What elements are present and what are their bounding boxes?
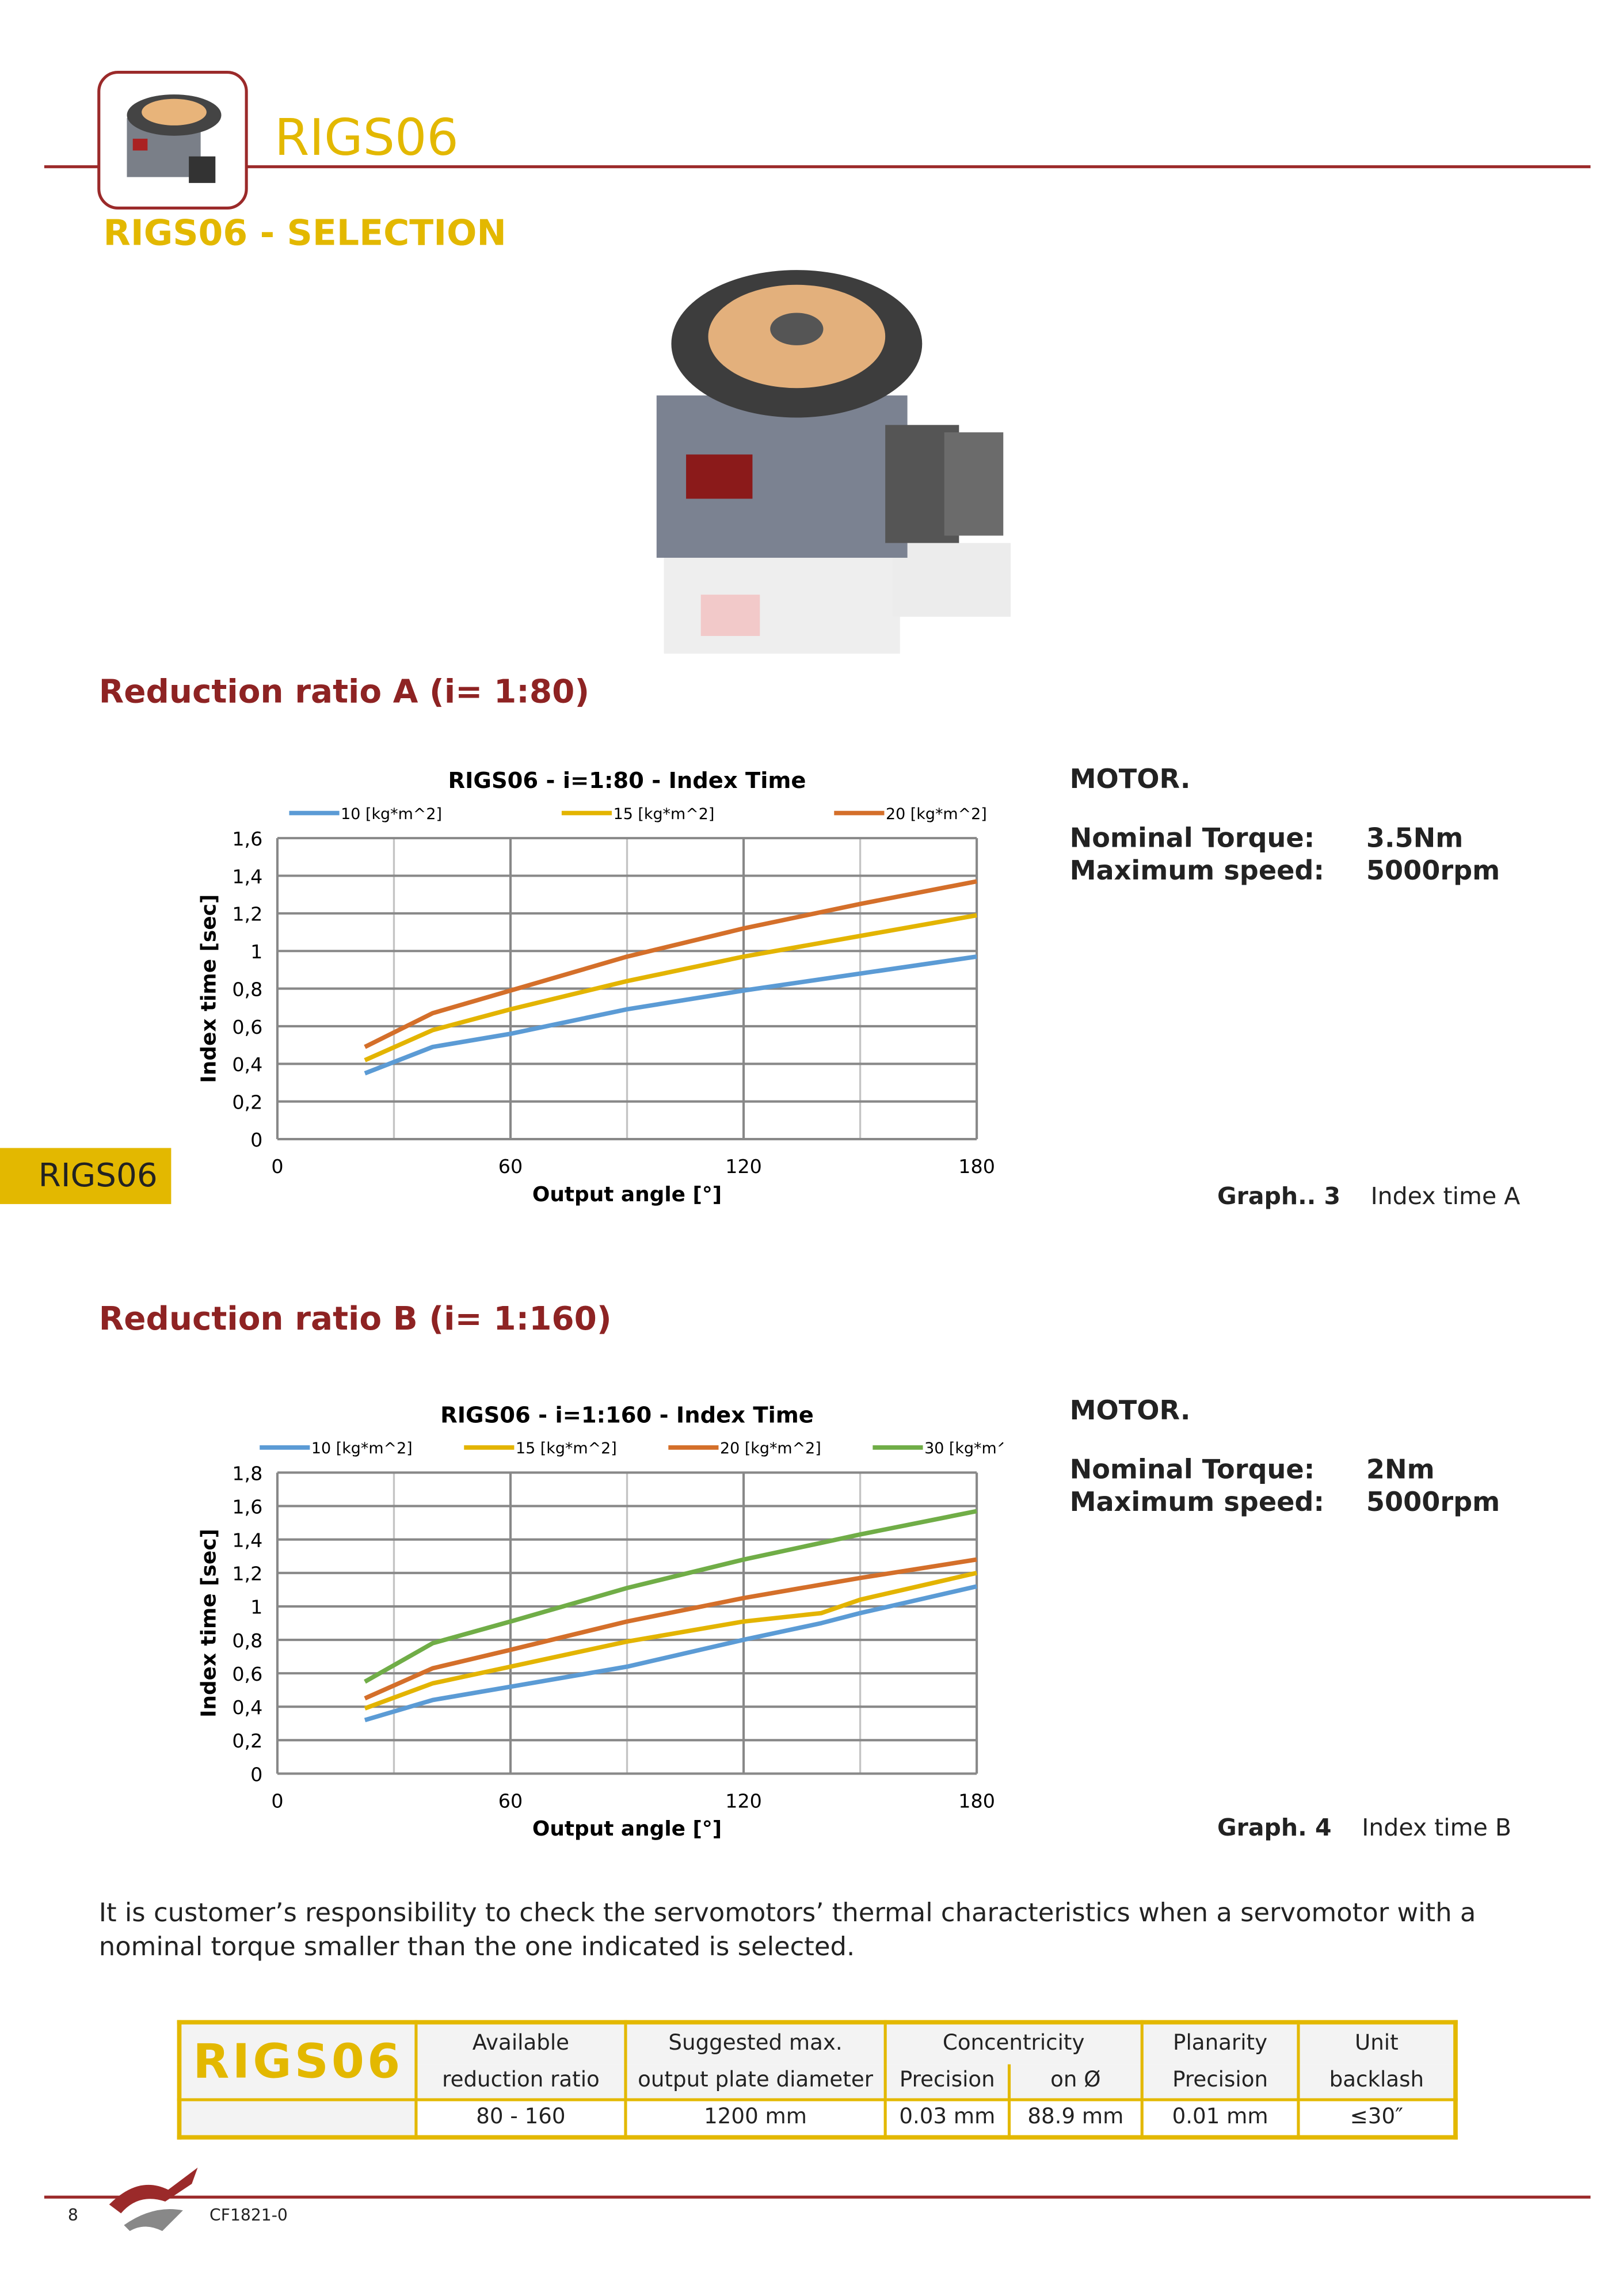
header-rule: [44, 165, 1591, 169]
y-tick-label: 1,4: [232, 1529, 262, 1552]
x-tick-label: 180: [958, 1789, 995, 1812]
y-tick-label: 1: [250, 941, 262, 963]
motor-heading-a: MOTOR.: [1069, 764, 1191, 795]
legend-label: 20 [kg*m^2]: [720, 1440, 821, 1457]
spec-table: RIGS06 Available Suggested max. Concentr…: [177, 2020, 1458, 2140]
series-line: [364, 1509, 977, 1684]
y-tick-label: 0,6: [232, 1663, 262, 1685]
y-tick-label: 0,2: [232, 1091, 262, 1114]
value-reduction-ratio: 80 - 160: [414, 2097, 627, 2139]
side-tab: RIGS06: [0, 1148, 172, 1204]
value-conc-precision: 0.03 mm: [883, 2097, 1011, 2139]
motor-heading-b: MOTOR.: [1069, 1396, 1191, 1427]
header-conc-diameter: on Ø: [1007, 2063, 1144, 2101]
series-line: [364, 1584, 977, 1723]
brand-title: RIGS06: [274, 109, 459, 169]
y-tick-label: 1,4: [232, 865, 262, 888]
y-tick-label: 1,2: [232, 903, 262, 926]
y-tick-label: 0: [250, 1129, 262, 1151]
x-tick-label: 60: [498, 1155, 523, 1178]
value-conc-diameter: 88.9 mm: [1007, 2097, 1144, 2139]
y-tick-label: 1,6: [232, 828, 262, 850]
series-line: [364, 913, 977, 1063]
document-code: CF1821-0: [209, 2206, 288, 2225]
series-line: [364, 879, 977, 1049]
value-plan-precision: 0.01 mm: [1140, 2097, 1300, 2139]
legend-label: 10 [kg*m^2]: [311, 1440, 413, 1457]
responsibility-note: It is customer’s responsibility to check…: [98, 1899, 1476, 1963]
header-plate-diameter: output plate diameter: [624, 2063, 887, 2101]
graph-4-label: Graph. 4: [1217, 1813, 1332, 1842]
x-tick-label: 120: [725, 1155, 762, 1178]
product-thumbnail: [97, 71, 248, 210]
section-b-title: Reduction ratio B (i= 1:160): [98, 1301, 612, 1339]
value-plate-diameter: 1200 mm: [624, 2097, 887, 2139]
speed-value-a: 5000rpm: [1366, 855, 1500, 887]
legend-label: 15 [kg*m^2]: [614, 805, 715, 823]
x-axis-label: Output angle [°]: [532, 1183, 722, 1206]
header-available: Available: [414, 2020, 627, 2064]
series-line: [364, 1571, 977, 1711]
header-concentricity: Concentricity: [883, 2020, 1144, 2064]
footer-rule: [44, 2195, 1591, 2199]
x-tick-label: 180: [958, 1155, 995, 1178]
header-unit: Unit: [1297, 2020, 1457, 2064]
graph-3-caption: Index time A: [1370, 1182, 1521, 1210]
x-tick-label: 0: [271, 1155, 283, 1178]
chart-index-time-a: RIGS06 - i=1:80 - Index Time 10 [kg*m^2] 1…: [197, 768, 995, 1206]
header-reduction-ratio: reduction ratio: [414, 2063, 627, 2101]
speed-label-b: Maximum speed:: [1069, 1487, 1324, 1518]
x-tick-label: 0: [271, 1789, 283, 1812]
header-backlash: backlash: [1297, 2063, 1457, 2101]
chart-title: RIGS06 - i=1:80 - Index Time: [448, 768, 806, 794]
y-tick-label: 0,2: [232, 1730, 262, 1752]
torque-value-b: 2Nm: [1366, 1454, 1435, 1486]
series-line: [364, 954, 977, 1076]
y-axis-label: Index time [sec]: [197, 894, 220, 1083]
chart-title: RIGS06 - i=1:160 - Index Time: [440, 1402, 814, 1428]
graph-3-label: Graph.. 3: [1217, 1182, 1341, 1210]
value-backlash: ≤30″: [1297, 2097, 1457, 2139]
header-plan-precision: Precision: [1140, 2063, 1300, 2101]
y-tick-label: 1,6: [232, 1495, 262, 1518]
product-image: [656, 270, 1011, 654]
legend-label: 30 [kg*m^2]: [924, 1440, 1003, 1457]
series-line: [364, 1557, 977, 1701]
page-number: 8: [67, 2206, 78, 2225]
section-a-title: Reduction ratio A (i= 1:80): [98, 674, 590, 711]
x-tick-label: 120: [725, 1789, 762, 1812]
header-conc-precision: Precision: [883, 2063, 1011, 2101]
legend-label: 10 [kg*m^2]: [341, 805, 442, 823]
torque-value-a: 3.5Nm: [1366, 823, 1464, 855]
y-tick-label: 0,4: [232, 1696, 262, 1719]
graph-4-caption: Index time B: [1362, 1813, 1512, 1842]
y-tick-label: 1,8: [232, 1462, 262, 1484]
header-planarity: Planarity: [1140, 2020, 1300, 2064]
legend-label: 15 [kg*m^2]: [516, 1440, 617, 1457]
chart-index-time-b: RIGS06 - i=1:160 - Index Time 10 [kg*m^2]…: [197, 1402, 1003, 1841]
y-tick-label: 0: [250, 1763, 262, 1785]
torque-label-b: Nominal Torque:: [1069, 1454, 1315, 1486]
y-tick-label: 0,4: [232, 1053, 262, 1076]
selection-title: RIGS06 - SELECTION: [103, 212, 506, 254]
y-tick-label: 0,8: [232, 1629, 262, 1652]
speed-label-a: Maximum speed:: [1069, 855, 1324, 887]
speed-value-b: 5000rpm: [1366, 1487, 1500, 1518]
y-tick-label: 1,2: [232, 1563, 262, 1585]
torque-label-a: Nominal Torque:: [1069, 823, 1315, 855]
company-logo: [109, 2167, 198, 2232]
y-tick-label: 0,6: [232, 1016, 262, 1038]
x-tick-label: 60: [498, 1789, 523, 1812]
y-axis-label: Index time [sec]: [197, 1529, 220, 1718]
y-tick-label: 0,8: [232, 978, 262, 1000]
table-brand: RIGS06: [177, 2020, 418, 2101]
y-tick-label: 1: [250, 1596, 262, 1619]
header-suggested: Suggested max.: [624, 2020, 887, 2064]
x-axis-label: Output angle [°]: [532, 1817, 722, 1841]
legend-label: 20 [kg*m^2]: [886, 805, 987, 823]
